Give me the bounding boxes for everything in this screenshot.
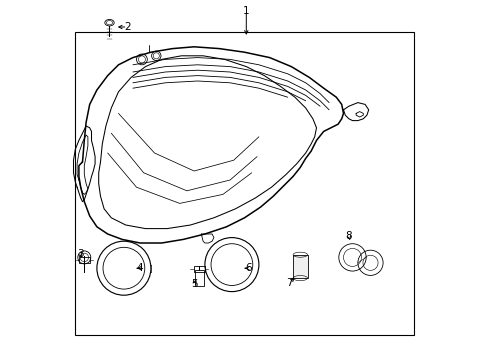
Bar — [292, 255, 307, 278]
Bar — [195, 270, 203, 286]
Bar — [79, 257, 89, 263]
Text: 2: 2 — [124, 22, 131, 32]
Text: 6: 6 — [244, 263, 251, 273]
Bar — [194, 266, 204, 272]
Text: 7: 7 — [285, 278, 292, 288]
Text: 8: 8 — [345, 231, 351, 241]
Text: 3: 3 — [77, 249, 83, 259]
Text: 1: 1 — [243, 6, 249, 16]
Text: 4: 4 — [137, 263, 143, 273]
Text: 5: 5 — [190, 279, 197, 289]
Bar — [75, 32, 413, 335]
